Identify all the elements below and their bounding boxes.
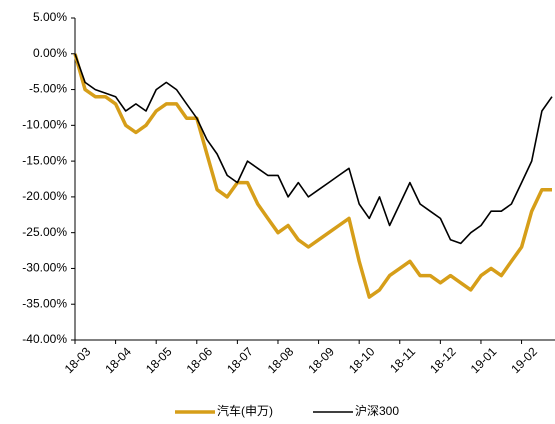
x-tick-label: 18-08: [265, 344, 297, 376]
y-tick-label: 5.00%: [33, 10, 67, 24]
x-tick-label: 18-04: [102, 344, 134, 376]
x-tick-label: 18-10: [346, 344, 378, 376]
series-line: [73, 53, 552, 299]
x-tick-label: 18-05: [143, 344, 175, 376]
x-tick-label: 18-07: [224, 344, 256, 376]
x-tick-label: 18-06: [184, 344, 216, 376]
series-line: [74, 53, 553, 245]
x-tick-label: 18-12: [427, 344, 459, 376]
y-tick-label: -10.00%: [22, 118, 67, 132]
x-tick-label: 18-03: [62, 344, 94, 376]
y-tick-label: -5.00%: [29, 82, 67, 96]
y-tick-label: -15.00%: [22, 153, 67, 167]
x-tick-label: 19-01: [468, 344, 500, 376]
x-tick-label: 18-11: [387, 344, 418, 375]
y-tick-label: 0.00%: [33, 46, 67, 60]
x-tick-label: 19-02: [508, 344, 540, 376]
legend-label: 沪深300: [355, 404, 399, 418]
y-tick-label: -30.00%: [22, 261, 67, 275]
y-tick-label: -20.00%: [22, 189, 67, 203]
y-tick-label: -40.00%: [22, 332, 67, 346]
y-tick-label: -25.00%: [22, 225, 67, 239]
x-tick-label: 18-09: [305, 344, 337, 376]
legend-label: 汽车(申万): [217, 403, 273, 418]
y-tick-label: -35.00%: [22, 296, 67, 310]
